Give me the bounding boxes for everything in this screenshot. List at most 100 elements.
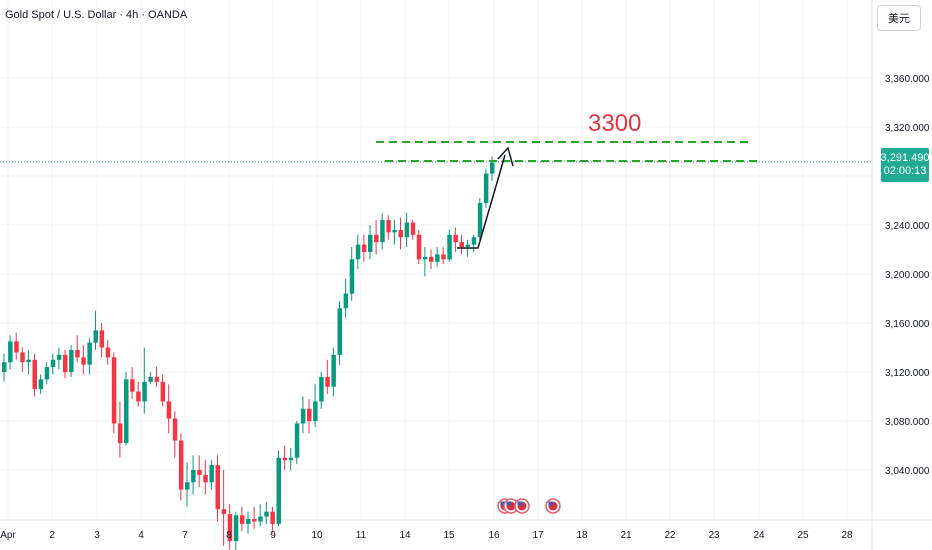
candle-body xyxy=(252,519,257,522)
us-flag-icon[interactable] xyxy=(545,498,561,514)
candle-body xyxy=(154,376,159,382)
candle-body xyxy=(87,342,92,365)
time-tick-label: 17 xyxy=(532,530,544,541)
candle-body xyxy=(392,229,397,233)
time-tick-label: 3 xyxy=(94,530,100,541)
candle-body xyxy=(429,256,434,262)
candle xyxy=(203,460,208,495)
candle-body xyxy=(459,242,464,248)
time-tick-label: 16 xyxy=(488,530,500,541)
candle-body xyxy=(435,254,440,262)
candle xyxy=(355,234,361,270)
candle-body xyxy=(75,349,80,358)
candle xyxy=(56,347,62,370)
price-axis[interactable]: 3,360.000 3,320.000 3,240.000 3,200.000 3,16… xyxy=(885,74,930,477)
candle-body xyxy=(130,379,135,392)
time-tick-label: 24 xyxy=(753,530,765,541)
candle-body xyxy=(191,470,196,483)
candle xyxy=(331,347,336,397)
candle-body xyxy=(117,423,123,444)
candle xyxy=(69,345,74,377)
candle-body xyxy=(349,259,355,294)
currency-button[interactable]: 美元 xyxy=(877,5,921,31)
drawing-overlay[interactable]: 3300 xyxy=(0,110,872,249)
time-axis[interactable]: Apr 2 3 4 7 8 9 10 11 14 15 16 17 18 21 22 23 24 25 28 xyxy=(0,530,853,541)
price-tick-label: 3,040.000 xyxy=(885,466,930,477)
candle xyxy=(252,506,257,529)
annotation-label[interactable]: 3300 xyxy=(588,110,641,137)
us-flag-icon[interactable] xyxy=(503,498,519,514)
candle xyxy=(483,168,489,208)
time-tick-label: 2 xyxy=(49,530,55,541)
candle-body xyxy=(258,516,263,522)
time-tick-label: 21 xyxy=(620,530,632,541)
candle-body xyxy=(8,341,13,363)
candle-body xyxy=(490,162,495,174)
candle xyxy=(233,511,239,550)
projection-arrow[interactable] xyxy=(457,154,506,249)
candle xyxy=(398,217,403,250)
candle-body xyxy=(20,352,25,363)
candle-body xyxy=(160,381,166,402)
grid xyxy=(0,0,872,520)
candle-body xyxy=(111,357,117,424)
candle xyxy=(178,433,184,501)
candle-body xyxy=(361,244,367,252)
flag-canton xyxy=(506,501,511,506)
candle xyxy=(429,249,434,270)
candle xyxy=(130,367,135,399)
candle-body xyxy=(185,482,190,490)
candle xyxy=(441,247,446,265)
candle xyxy=(319,372,324,409)
candle-body xyxy=(398,229,403,238)
candle-body xyxy=(99,330,105,348)
candle-body xyxy=(294,423,300,458)
candle xyxy=(26,349,31,375)
candle xyxy=(453,227,458,252)
candle xyxy=(99,323,105,358)
candle xyxy=(477,198,483,240)
candle xyxy=(227,504,233,550)
candle xyxy=(276,450,281,527)
price-tick-label: 3,240.000 xyxy=(885,221,930,232)
candle-body xyxy=(203,474,208,483)
time-tick-label: 15 xyxy=(443,530,455,541)
candle xyxy=(288,447,294,470)
candle xyxy=(349,247,355,301)
time-tick-label: 11 xyxy=(356,530,367,541)
candle xyxy=(8,335,13,370)
time-tick-label: 28 xyxy=(841,530,853,541)
candle xyxy=(38,374,44,395)
candle xyxy=(380,212,385,250)
candle-body xyxy=(410,222,416,235)
candle xyxy=(209,460,214,490)
candle-body xyxy=(453,234,458,243)
candle-body xyxy=(246,519,251,524)
candle-body xyxy=(325,376,330,387)
candle xyxy=(93,310,98,350)
time-tick-label: 4 xyxy=(138,530,144,541)
candle xyxy=(20,347,25,372)
candle-body xyxy=(416,234,422,260)
candle-body xyxy=(233,515,239,542)
event-icons[interactable] xyxy=(497,498,561,514)
candle xyxy=(368,225,373,260)
candle xyxy=(239,506,245,532)
candle xyxy=(435,247,440,267)
candle-body xyxy=(380,220,385,243)
candle-body xyxy=(386,220,391,233)
candle xyxy=(63,349,68,379)
candle-body xyxy=(209,465,214,483)
price-tick-label: 3,080.000 xyxy=(885,417,930,428)
candle-body xyxy=(2,362,7,372)
candle-body xyxy=(307,408,312,421)
candle xyxy=(404,212,410,248)
candle xyxy=(270,506,275,534)
candle xyxy=(471,234,477,252)
us-flag-icon[interactable] xyxy=(514,498,530,514)
candle-body xyxy=(166,401,172,419)
candle-body xyxy=(441,254,446,260)
candle xyxy=(44,362,50,385)
